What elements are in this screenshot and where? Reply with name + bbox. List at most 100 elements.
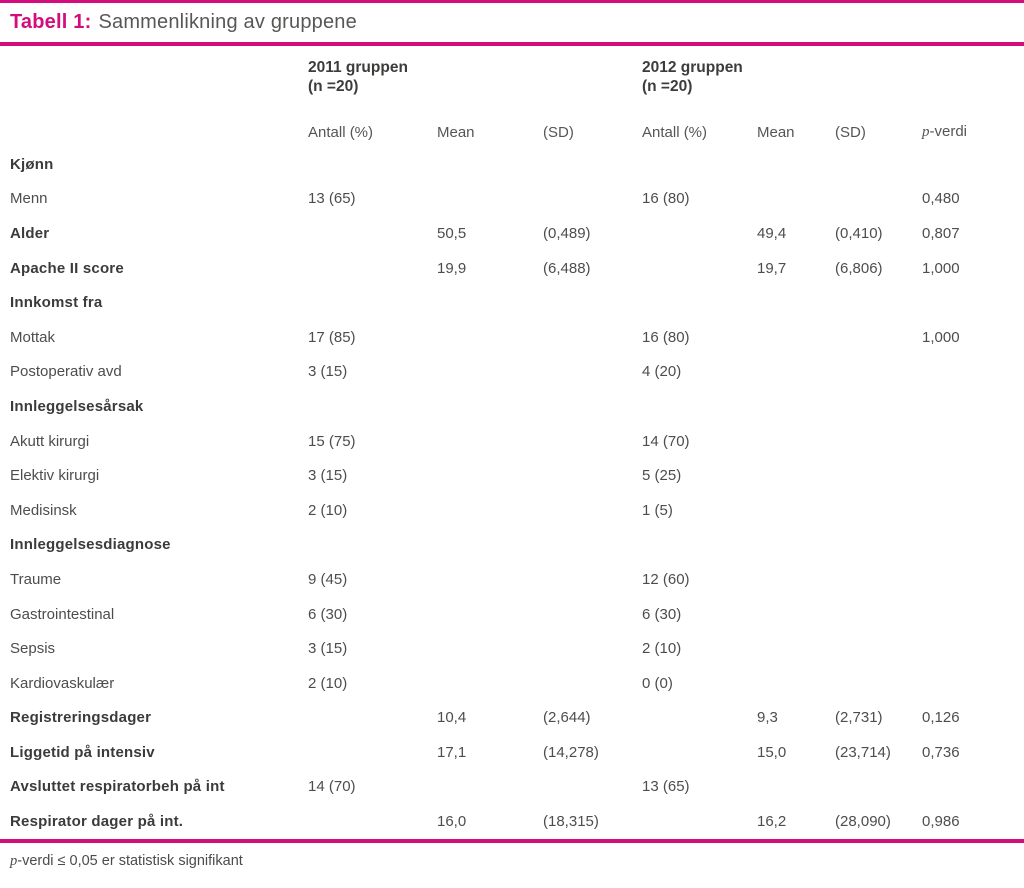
group-name: 2012 gruppen [642,59,743,76]
table-row: Liggetid på intensiv 17,1 (14,278) 15,0 (23,… [0,735,1024,770]
table-cell: 16 (80) [642,190,690,208]
group-n: (n =20) [308,78,359,95]
row-label: Akutt kirurgi [10,432,90,450]
top-rule [0,0,1024,3]
table-row: Elektiv kirurgi 3 (15) 5 (25) [0,458,1024,493]
table-cell: 0,736 [922,743,960,761]
table-cell: 3 (15) [308,363,348,381]
table-cell: 2 (10) [308,674,348,692]
col-mean-2011: Mean [437,124,475,141]
table-cell: 14 (70) [308,778,356,796]
row-label: Kardiovaskulær [10,674,115,692]
table-cell: 0,986 [922,813,960,831]
table-cell: 1,000 [922,328,960,346]
table-cell: 50,5 [437,224,467,242]
table-cell: (23,714) [835,743,891,761]
table-row: Respirator dager på int. 16,0 (18,315) 16,2… [0,804,1024,839]
table-cell: (18,315) [543,813,599,831]
table-cell: 12 (60) [642,570,690,588]
table-cell: 15 (75) [308,432,356,450]
table-cell: 0,126 [922,709,960,727]
group-header-row: 2011 gruppen (n =20) 2012 gruppen (n =20… [0,46,1024,95]
table-cell: 16 (80) [642,328,690,346]
table-cell: 3 (15) [308,467,348,485]
table-cell: 19,7 [757,259,787,277]
table-cell: 13 (65) [308,190,356,208]
table-cell: 16,0 [437,813,467,831]
row-label: Avsluttet respiratorbeh på int [10,778,225,796]
table-cell: 0,480 [922,190,960,208]
table-cell: 16,2 [757,813,787,831]
table-row: Registreringsdager 10,4 (2,644) 9,3 (2,731) 0… [0,701,1024,736]
row-label: Respirator dager på int. [10,813,184,831]
group-header-2011: 2011 gruppen (n =20) [308,58,642,96]
table-row: Innkomst fra [0,285,1024,320]
table-cell: (2,731) [835,709,883,727]
table-cell: 17 (85) [308,328,356,346]
row-label: Mottak [10,328,56,346]
col-sd-2011: (SD) [543,124,574,141]
col-sd-2012: (SD) [835,124,866,141]
group-header-2012: 2012 gruppen (n =20) [642,58,1024,96]
bottom-rule [0,838,1024,843]
col-mean-2012: Mean [757,124,795,141]
row-label: Apache II score [10,259,124,277]
row-label: Gastrointestinal [10,605,115,623]
col-p-verdi: p-verdi [922,123,1024,141]
table-cell: 9 (45) [308,570,348,588]
row-label: Registreringsdager [10,709,152,727]
table-cell: (6,806) [835,259,883,277]
table-cell: (0,489) [543,224,591,242]
table-row: Gastrointestinal 6 (30) 6 (30) [0,597,1024,632]
row-label: Postoperativ avd [10,363,122,381]
table-row: Mottak 17 (85) 16 (80) 1,000 [0,320,1024,355]
table-body: Kjønn Menn 13 (65) 16 (80) 0,480 Alder 50,5 (0,… [0,142,1024,839]
table-caption: Tabell 1: Sammenlikning av gruppene [0,3,1024,42]
table-row: Sepsis 3 (15) 2 (10) [0,631,1024,666]
row-label: Innkomst fra [10,294,103,312]
col-antall-2011: Antall (%) [308,124,374,141]
table-cell: 14 (70) [642,432,690,450]
row-label: Innleggelsesårsak [10,397,144,415]
table-cell: 17,1 [437,743,467,761]
table-row: Postoperativ avd 3 (15) 4 (20) [0,355,1024,390]
row-label: Alder [10,224,50,242]
table-title: Sammenlikning av gruppene [98,11,357,33]
row-label: Sepsis [10,640,56,658]
table-row: Alder 50,5 (0,489) 49,4 (0,410) 0,807 [0,216,1024,251]
table-cell: 4 (20) [642,363,682,381]
caption-rule [0,42,1024,46]
table-cell: 0,807 [922,224,960,242]
table-cell: (6,488) [543,259,591,277]
table-row: Apache II score 19,9 (6,488) 19,7 (6,806) 1,0… [0,251,1024,286]
table-cell: 6 (30) [308,605,348,623]
table-row: Innleggelsesårsak [0,389,1024,424]
table-cell: 15,0 [757,743,787,761]
row-label: Innleggelsesdiagnose [10,536,171,554]
table-cell: 0 (0) [642,674,673,692]
table-row: Avsluttet respiratorbeh på int 14 (70) 13 … [0,770,1024,805]
row-label: Traume [10,570,62,588]
p-italic: p [922,124,930,140]
table-cell: (2,644) [543,709,591,727]
table-row: Kjønn [0,147,1024,182]
table-cell: 6 (30) [642,605,682,623]
table-cell: (14,278) [543,743,599,761]
column-header-row: Antall (%) Mean (SD) Antall (%) Mean (SD… [0,90,1024,142]
row-label: Kjønn [10,155,54,173]
col-antall-2012: Antall (%) [642,124,708,141]
table-row: Innleggelsesdiagnose [0,528,1024,563]
table-row: Medisinsk 2 (10) 1 (5) [0,493,1024,528]
table-row: Menn 13 (65) 16 (80) 0,480 [0,182,1024,217]
group-name: 2011 gruppen [308,59,408,76]
table-cell: (28,090) [835,813,891,831]
row-label: Elektiv kirurgi [10,467,100,485]
table-cell: 5 (25) [642,467,682,485]
table-row: Kardiovaskulær 2 (10) 0 (0) [0,666,1024,701]
spacer-cell [10,58,308,96]
table-cell: (0,410) [835,224,883,242]
table-cell: 9,3 [757,709,778,727]
table-cell: 1 (5) [642,501,673,519]
table-cell: 3 (15) [308,640,348,658]
